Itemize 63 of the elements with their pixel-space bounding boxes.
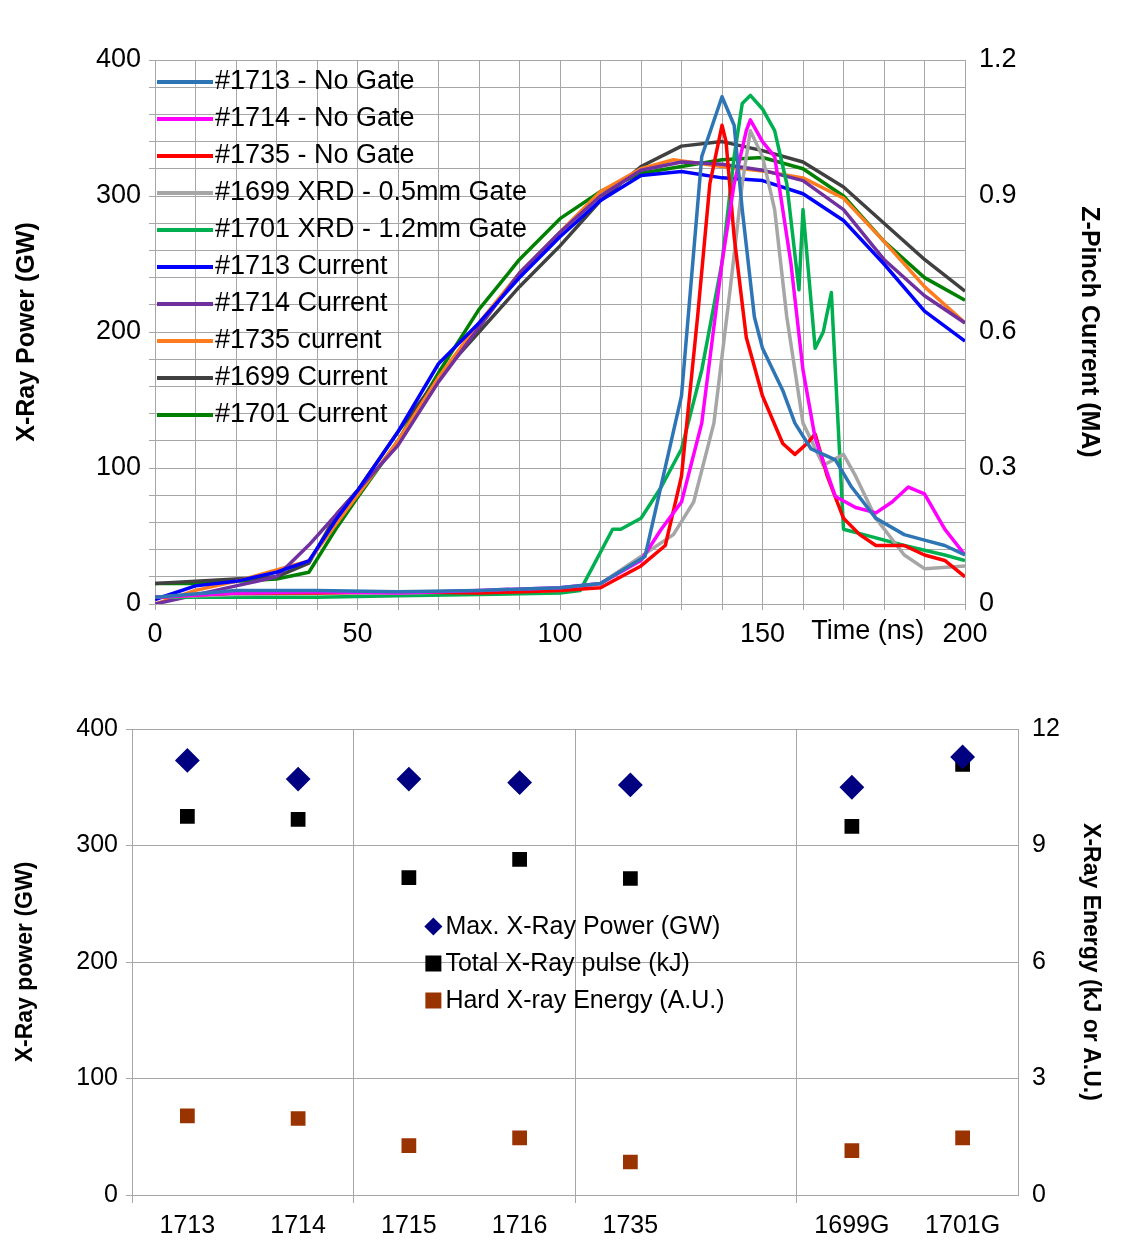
y2-tick-label: 3 (1032, 1062, 1046, 1091)
y2-tick-label: 0.9 (979, 179, 1017, 210)
x-tick-label: 200 (942, 617, 988, 648)
legend-label: #1714 - No Gate (215, 102, 415, 132)
point (512, 852, 527, 867)
y-tick-label: 100 (95, 451, 141, 482)
y-tick-label: 300 (76, 829, 118, 858)
legend-label: #1735 current (215, 324, 382, 354)
y-tick-label: 200 (76, 945, 118, 974)
y2-tick-label: 0.3 (979, 451, 1017, 482)
y-tick-label: 300 (95, 179, 141, 210)
point (844, 1143, 860, 1159)
point (844, 819, 860, 834)
x-tick-label: 1714 (270, 1209, 327, 1238)
y-tick-label: 0 (125, 587, 141, 618)
y-tick-label: 200 (95, 315, 141, 346)
x-tick-label: 1716 (491, 1209, 548, 1238)
y-axis-title: X-Ray Power (GW) (10, 222, 39, 442)
legend-label: Hard X-ray Energy (A.U.) (445, 984, 725, 1013)
x-tick-label: 1713 (159, 1209, 216, 1238)
point (290, 1111, 306, 1126)
y2-tick-label: 0 (979, 587, 995, 618)
y-tick-label: 400 (76, 712, 118, 741)
x-tick-label: 150 (739, 617, 786, 648)
x-tick-label: 1715 (381, 1209, 437, 1238)
y2-axis-title: X-Ray Energy (kJ or A.U.) (1078, 823, 1105, 1101)
legend-label: #1699 XRD - 0.5mm Gate (215, 176, 528, 206)
point (512, 1130, 527, 1146)
point (290, 812, 306, 827)
x-axis-title: Time (ns) (811, 614, 925, 645)
legend-label: #1699 Current (215, 361, 388, 391)
point (401, 1138, 417, 1154)
y2-tick-label: 12 (1032, 712, 1060, 741)
y-axis-title: X-Ray power (GW) (11, 861, 38, 1063)
y-tick-label: 100 (76, 1062, 118, 1091)
legend-label: #1714 Current (215, 287, 388, 317)
legend-label: #1701 Current (215, 398, 388, 428)
y2-tick-label: 0.6 (979, 315, 1017, 346)
legend-label: Max. X-Ray Power (GW) (445, 910, 721, 939)
y2-axis-title: Z-Pinch Current (MA) (1077, 206, 1106, 458)
legend-label: #1735 - No Gate (215, 139, 415, 169)
point (623, 871, 638, 886)
legend-label: Total X-Ray pulse (kJ) (445, 947, 690, 976)
y2-tick-label: 6 (1032, 945, 1046, 974)
legend-label: #1713 - No Gate (215, 65, 415, 95)
y2-tick-label: 1.2 (979, 43, 1017, 74)
y2-tick-label: 9 (1032, 829, 1046, 858)
x-tick-label: 1699G (814, 1209, 890, 1238)
x-tick-label: 50 (342, 617, 373, 648)
point (401, 870, 417, 886)
y-tick-label: 0 (104, 1178, 118, 1207)
x-tick-label: 1735 (602, 1209, 659, 1238)
x-tick-label: 0 (147, 617, 163, 648)
point (180, 809, 195, 824)
y2-tick-label: 0 (1032, 1178, 1046, 1207)
legend-label: #1713 Current (215, 250, 388, 280)
x-tick-label: 100 (537, 617, 583, 648)
x-tick-label: 1701G (925, 1209, 1001, 1238)
point (955, 1130, 970, 1146)
y-tick-label: 400 (95, 43, 141, 74)
legend-label: #1701 XRD - 1.2mm Gate (215, 213, 528, 243)
point (623, 1154, 638, 1170)
point (180, 1108, 195, 1124)
